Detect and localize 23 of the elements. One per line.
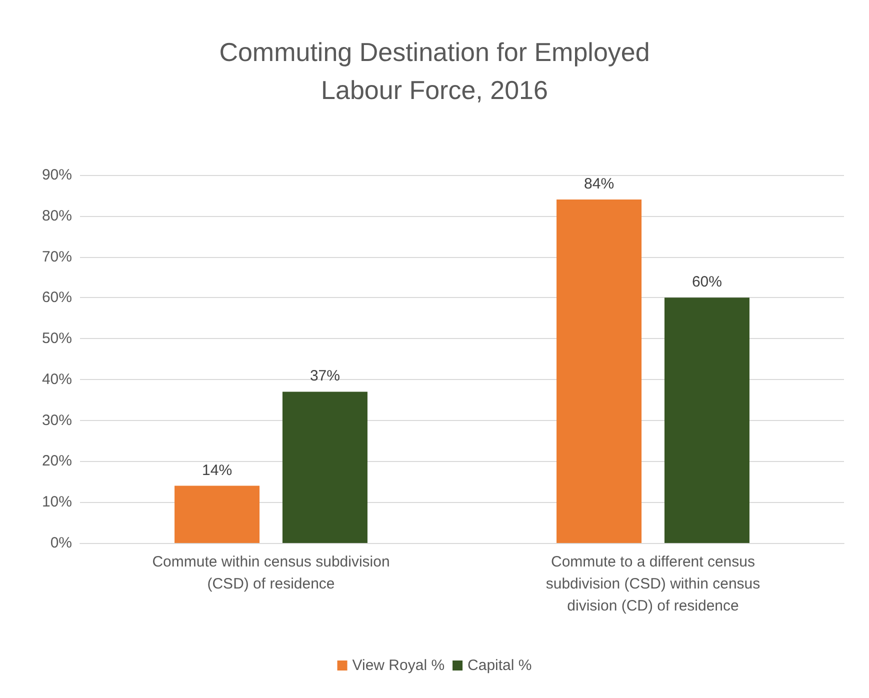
data-label: 84%	[584, 176, 614, 193]
bar	[174, 486, 260, 543]
chart-title: Commuting Destination for Employed Labour Force, 2016	[219, 37, 650, 105]
bar	[664, 298, 750, 543]
y-tick-label: 40%	[42, 370, 72, 388]
y-tick-label: 90%	[42, 166, 72, 184]
x-tick-label: Commute to a different census subdivision (CSD) within census division (CD) of residence	[546, 554, 760, 614]
data-label: 14%	[202, 462, 232, 479]
legend-label: View Royal %	[352, 657, 445, 674]
y-tick-label: 20%	[42, 452, 72, 470]
y-tick-label: 70%	[42, 248, 72, 266]
y-tick-label: 80%	[42, 207, 72, 224]
y-tick-label: 10%	[42, 494, 72, 511]
bar	[282, 392, 368, 543]
legend-label: Capital %	[468, 657, 532, 674]
y-tick-label: 50%	[42, 330, 72, 348]
y-tick-label: 30%	[42, 412, 72, 429]
bar	[556, 200, 642, 543]
y-tick-label: 60%	[42, 289, 72, 306]
data-label: 60%	[692, 274, 722, 291]
data-label: 37%	[310, 368, 340, 385]
y-tick-label: 0%	[50, 534, 72, 552]
x-tick-label: Commute within census subdivision (CSD) of residence	[152, 554, 390, 592]
